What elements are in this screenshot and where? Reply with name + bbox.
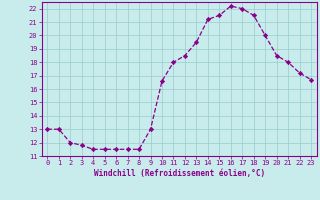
X-axis label: Windchill (Refroidissement éolien,°C): Windchill (Refroidissement éolien,°C)	[94, 169, 265, 178]
